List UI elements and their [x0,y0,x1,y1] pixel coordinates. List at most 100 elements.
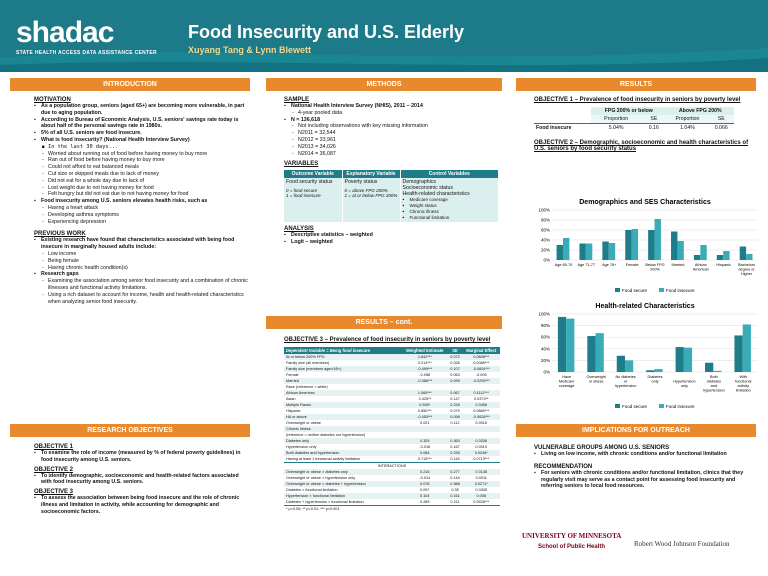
regression-row: Diabetes only 0.329 0.363 0.0208 [284,438,500,444]
regression-cell: 0.289 [420,500,430,504]
bar [746,254,753,260]
results-header: RESULTS [516,78,756,91]
regression-cell: 0.161 [450,494,460,498]
food-insecurity-item: Worried about running out of food before… [34,151,250,158]
regression-cell: 0.147 [450,397,460,401]
regression-row-label: Hypertension only [286,445,317,449]
bar [716,255,724,260]
bar [713,370,722,372]
bar [742,324,751,372]
y-tick-label: 40% [541,346,550,351]
regression-header-cell: Dependent Variable = Being food insecure [286,348,370,353]
recommendation-text: For seniors with chronic conditions and/… [534,470,758,490]
bar [616,355,625,372]
motivation-point: Food insecurity among U.S. seniors eleva… [34,198,250,205]
regression-cell: -0.0604*** [472,367,490,371]
y-tick-label: 80% [541,218,550,223]
regression-header-cell: SE [452,348,458,353]
characteristic-item: Having chronic health condition(s) [34,265,250,272]
regression-row-label: Overweight or obese × diabetes only [286,470,348,474]
bar [625,230,632,260]
objective-2-title: OBJECTIVE 2 [34,466,74,473]
rwjf-logo: Robert Wood Johnson Foundation [634,540,730,548]
y-tick-label: 100% [538,312,550,317]
x-tick-label: African American [693,263,709,272]
regression-cell: 0.0085*** [473,361,490,365]
regression-cell: -0.366*** [417,379,433,383]
x-tick-label: With functional activity limitation [735,375,751,393]
regression-cell: 0.0526*** [473,500,490,504]
explanatory-variable: Poverty status [344,179,378,186]
bar [734,335,743,372]
regression-cell: 0.329 [420,439,430,443]
sample-subpoint: N2012 = 33,961 [284,137,502,144]
bar [631,229,639,260]
introduction-panel: INTRODUCTION MOTIVATION As a population … [0,78,260,418]
objective-1-text: To examine the role of income (measured … [34,450,250,464]
motivation-subpoint: In the last 30 days... [34,144,250,151]
regression-cell: -0.005 [475,373,487,377]
regression-row-label: Overweight or obese × diabetes + hyperte… [286,482,366,486]
regression-cell: 0.35 [451,488,459,492]
prevalence-subheader: Proportion [675,116,700,122]
regression-cell: 0.0373** [473,397,489,401]
regression-row-label: Hypertension × functional limitation [286,494,345,498]
regression-cell: 0.363 [450,439,460,443]
bar [624,360,634,372]
characteristic-item: Being female [34,258,250,265]
bar [700,245,707,260]
results-cont-panel: RESULTS – cont. OBJECTIVE 3 – Prevalence… [262,316,508,576]
poster-title: Food Insecurity and U.S. Elderly [188,22,465,42]
recommendation-title: RECOMMENDATION [534,463,593,470]
regression-row: Overweight or obese × hypertension only -… [284,475,500,481]
regression-cell: 0.099 [450,379,460,383]
regression-row: Hypertension only -0.016 0.167 0.0019 [284,444,500,450]
bar [579,243,586,260]
sample-subpoint: N2011 = 32,544 [284,130,502,137]
prevalence-row-label: Food insecure [536,125,572,131]
research-gap-item: Using a rich dataset to account for inco… [34,292,250,306]
prevalence-subheader: SE [717,116,725,122]
regression-cell: -0.058 [419,373,431,377]
regression-row-label: Having at least 1 functional activity li… [286,457,361,461]
regression-cell: 0.063 [450,373,460,377]
regression-cell: -0.499*** [417,367,433,371]
x-tick-label: Below FPG 200% [645,263,664,272]
x-tick-label: Overweight or obese [587,375,607,384]
regression-row: Female -0.058 0.063 -0.005 [284,372,500,378]
regression-cell: 0.505* [419,403,431,407]
regression-row: HA or above -0.453*** 0.098 -0.0628*** [284,414,500,420]
header-wave-graphic [0,48,768,72]
regression-cell: 0.0011 [475,476,487,480]
health-risk-item: Having a heart attack [34,205,250,212]
food-insecurity-item: Ran out of food before having money to b… [34,157,250,164]
significance-note: * p<0.05; ** p<0.01; *** p<0.001 [284,505,500,512]
sample-title: SAMPLE [284,97,310,103]
control-variable: Health-related characteristics [402,191,470,198]
implications-header: IMPLICATIONS FOR OUTREACH [516,424,756,437]
regression-cell: 0.235 [450,451,460,455]
x-tick-label: Age 71-77 [578,263,596,267]
bar [654,369,663,372]
legend-swatch [659,288,664,292]
regression-cell: 0.0860*** [473,409,490,413]
bar [723,251,730,260]
prevalence-group-header: FPG 200% or below [604,108,653,114]
x-tick-label: Married [671,263,684,267]
x-tick-label: Hypertension only [673,380,695,389]
bar [595,333,604,372]
regression-cell: -0.453*** [417,415,433,419]
bar [654,219,661,260]
methods-panel: METHODS SAMPLE National Health Interview… [262,78,508,308]
variables-header-cell: Explanatory Variable [342,170,401,179]
regression-cell: 0.0713*** [473,457,490,461]
implications-panel: IMPLICATIONS FOR OUTREACH VULNERABLE GRO… [512,424,768,576]
university-logo: UNIVERSITY OF MINNESOTA [522,532,622,540]
control-variable: Socioeconomic status [402,185,453,192]
regression-row-label: HA or above [286,415,307,419]
bar [671,231,678,260]
school-logo: School of Public Health [538,544,606,550]
regression-row: Overweight or obese 0.021 0.112 0.0016 [284,420,500,426]
bar [675,347,684,372]
explanatory-coding: 0 = above FPG 200% 1 = at or below FPG 2… [344,188,398,199]
